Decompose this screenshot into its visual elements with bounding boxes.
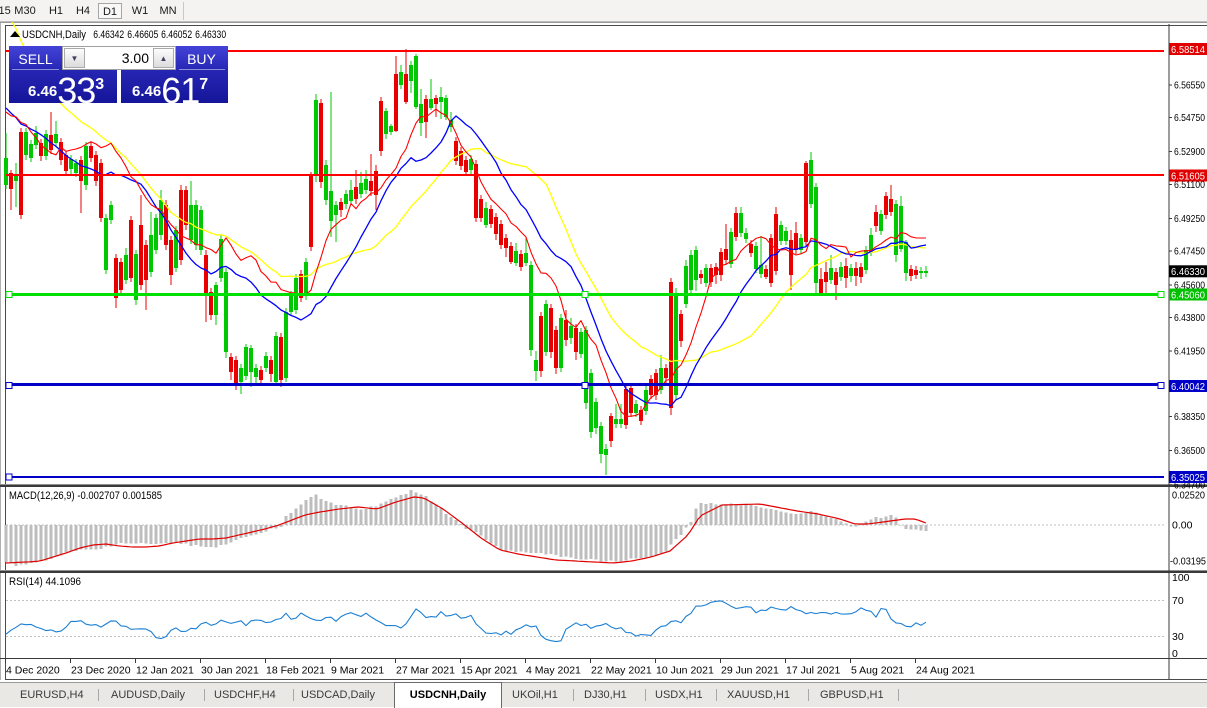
- svg-text:6.38350: 6.38350: [1174, 411, 1205, 423]
- svg-text:6.46330: 6.46330: [1171, 266, 1205, 278]
- svg-text:70: 70: [1172, 595, 1184, 607]
- svg-text:24 Aug 2021: 24 Aug 2021: [916, 665, 975, 677]
- svg-text:6.49250: 6.49250: [1174, 213, 1205, 225]
- svg-text:6.46342: 6.46342: [93, 29, 124, 41]
- svg-text:6.40042: 6.40042: [1171, 381, 1205, 393]
- svg-text:6.36500: 6.36500: [1174, 445, 1205, 457]
- svg-text:6.35025: 6.35025: [1171, 472, 1205, 484]
- svg-text:29 Jun 2021: 29 Jun 2021: [721, 665, 779, 677]
- svg-text:27 Mar 2021: 27 Mar 2021: [396, 665, 455, 677]
- svg-text:6.51605: 6.51605: [1171, 170, 1205, 182]
- svg-text:10 Jun 2021: 10 Jun 2021: [656, 665, 714, 677]
- svg-text:18 Feb 2021: 18 Feb 2021: [266, 665, 325, 677]
- svg-text:5 Aug 2021: 5 Aug 2021: [851, 665, 904, 677]
- svg-text:6.45060: 6.45060: [1171, 289, 1205, 301]
- svg-text:MACD(12,26,9) -0.002707 0.0015: MACD(12,26,9) -0.002707 0.001585: [9, 490, 162, 502]
- svg-text:6.56550: 6.56550: [1174, 79, 1205, 91]
- svg-text:0.02520: 0.02520: [1172, 490, 1205, 502]
- svg-text:RSI(14) 44.1096: RSI(14) 44.1096: [9, 576, 81, 588]
- svg-text:USDCNH,Daily: USDCNH,Daily: [22, 29, 86, 41]
- svg-text:6.45600: 6.45600: [1174, 279, 1205, 291]
- svg-text:0: 0: [1172, 648, 1178, 660]
- svg-text:100: 100: [1172, 572, 1190, 584]
- svg-text:30: 30: [1172, 631, 1184, 643]
- svg-text:6.52900: 6.52900: [1174, 146, 1205, 158]
- svg-text:4 May 2021: 4 May 2021: [526, 665, 581, 677]
- svg-text:15 Apr 2021: 15 Apr 2021: [461, 665, 518, 677]
- svg-text:6.47450: 6.47450: [1174, 246, 1205, 258]
- svg-text:6.46052: 6.46052: [161, 29, 192, 41]
- svg-text:6.46330: 6.46330: [195, 29, 226, 41]
- svg-text:6.51100: 6.51100: [1174, 179, 1205, 191]
- svg-text:12 Jan 2021: 12 Jan 2021: [136, 665, 194, 677]
- svg-text:6.46605: 6.46605: [127, 29, 158, 41]
- svg-text:17 Jul 2021: 17 Jul 2021: [786, 665, 840, 677]
- svg-text:6.41950: 6.41950: [1174, 346, 1205, 358]
- svg-text:4 Dec 2020: 4 Dec 2020: [6, 665, 60, 677]
- svg-text:6.54750: 6.54750: [1174, 112, 1205, 124]
- svg-text:22 May 2021: 22 May 2021: [591, 665, 652, 677]
- svg-text:6.43800: 6.43800: [1174, 312, 1205, 324]
- svg-text:30 Jan 2021: 30 Jan 2021: [201, 665, 259, 677]
- svg-text:23 Dec 2020: 23 Dec 2020: [71, 665, 131, 677]
- svg-text:0.00: 0.00: [1172, 520, 1193, 532]
- svg-text:9 Mar 2021: 9 Mar 2021: [331, 665, 384, 677]
- svg-text:6.58514: 6.58514: [1171, 44, 1205, 56]
- svg-text:-0.03195: -0.03195: [1170, 556, 1206, 568]
